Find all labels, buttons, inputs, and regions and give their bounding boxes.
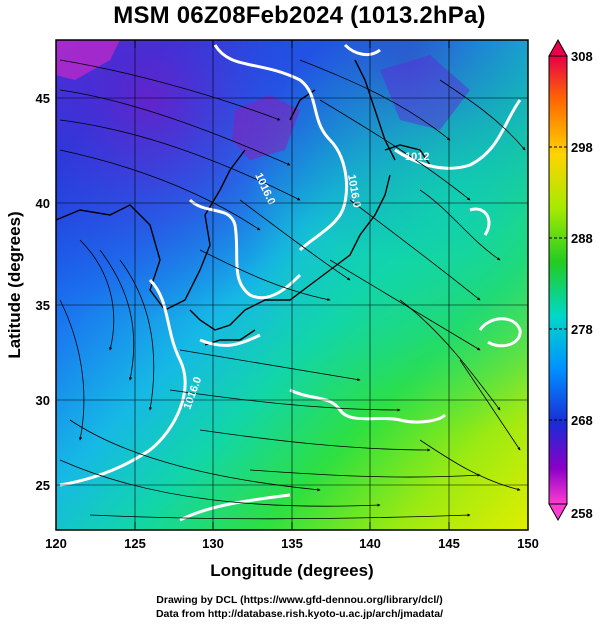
x-tick-label: 130 <box>202 536 224 551</box>
y-tick-labels: 25 30 35 40 45 <box>36 91 50 493</box>
x-tick-label: 145 <box>438 536 460 551</box>
y-axis-label: Latitude (degrees) <box>5 211 24 358</box>
colorbar: 308 298 288 278 268 258 <box>548 38 593 522</box>
x-ticks <box>55 40 529 530</box>
pressure-contours <box>59 43 522 522</box>
colorbar-tick-label: 308 <box>571 49 593 64</box>
x-tick-label: 125 <box>124 536 146 551</box>
x-tick-label: 150 <box>517 536 539 551</box>
colorbar-tick-label: 278 <box>571 322 593 337</box>
y-tick-label: 25 <box>36 478 50 493</box>
credit-line-drawing: Drawing by DCL (https://www.gfd-dennou.o… <box>156 594 443 606</box>
x-tick-label: 120 <box>45 536 67 551</box>
colorbar-bottom-arrow <box>548 503 568 522</box>
map-title: MSM 06Z08Feb2024 (1013.2hPa) <box>113 2 486 29</box>
contour-label: 1016.0 <box>345 173 363 208</box>
contour-label: 1012 <box>405 151 429 163</box>
colorbar-tick-label: 288 <box>571 231 593 246</box>
x-tick-label: 135 <box>281 536 303 551</box>
colorbar-tick-label: 298 <box>571 140 593 155</box>
grid <box>56 40 528 530</box>
x-axis-label: Longitude (degrees) <box>210 561 373 580</box>
y-tick-label: 45 <box>36 91 50 106</box>
y-tick-label: 40 <box>36 196 50 211</box>
y-tick-label: 30 <box>36 393 50 408</box>
x-tick-labels: 120 125 130 135 140 145 150 <box>45 536 539 551</box>
x-tick-label: 140 <box>359 536 381 551</box>
colorbar-tick-label: 258 <box>571 506 593 521</box>
colorbar-top-arrow <box>548 38 568 57</box>
colorbar-tick-label: 268 <box>571 413 593 428</box>
y-tick-label: 35 <box>36 298 50 313</box>
credit-line-data: Data from http://database.rish.kyoto-u.a… <box>155 608 444 620</box>
